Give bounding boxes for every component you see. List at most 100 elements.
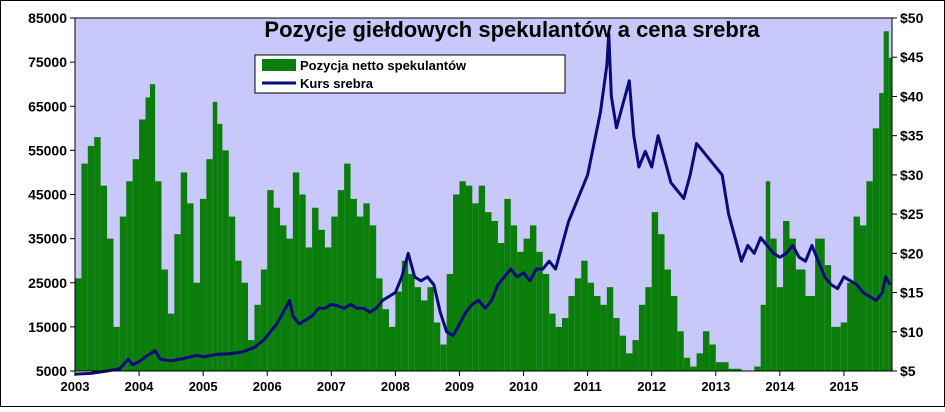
bar — [167, 313, 175, 371]
bar — [783, 220, 790, 371]
bar — [421, 300, 428, 371]
x-tick-label: 2014 — [765, 379, 795, 394]
bar — [126, 181, 133, 371]
bar — [510, 225, 518, 371]
bar — [193, 282, 200, 371]
bar — [260, 269, 268, 371]
silver-price-line — [74, 32, 892, 376]
bar — [81, 163, 88, 371]
bar — [401, 260, 409, 371]
bar — [728, 368, 742, 371]
right-tick-label: $30 — [900, 167, 924, 183]
bar — [145, 97, 150, 372]
x-axis: 2003 2004 2005 2006 2007 2008 2009 2010 2011 2012… — [61, 371, 858, 394]
bar — [555, 326, 562, 372]
right-tick-label: $45 — [900, 49, 924, 65]
bar — [318, 229, 325, 371]
bar — [805, 295, 816, 371]
bar — [94, 137, 101, 371]
bar — [161, 269, 168, 371]
bar — [174, 234, 181, 371]
bar — [248, 340, 255, 371]
legend-box — [254, 54, 566, 94]
bar — [465, 185, 473, 371]
bar — [754, 366, 761, 371]
left-tick-label: 15000 — [28, 319, 67, 335]
left-tick-label: 85000 — [28, 10, 67, 26]
bar — [440, 344, 447, 371]
x-tick-label: 2003 — [61, 379, 90, 394]
bar — [427, 287, 434, 371]
bar — [523, 238, 530, 372]
bar — [305, 247, 313, 371]
bar — [658, 234, 665, 371]
bar — [883, 31, 889, 372]
line-series-layer — [74, 32, 892, 376]
x-tick-label: 2005 — [189, 379, 218, 394]
bar — [139, 119, 146, 372]
bar — [254, 304, 261, 371]
bar — [770, 238, 777, 372]
bar — [344, 163, 351, 371]
bar — [613, 318, 620, 371]
bar — [155, 181, 162, 371]
bar — [100, 185, 108, 371]
bar — [107, 238, 114, 372]
right-tick-label: $35 — [900, 128, 924, 144]
bar — [840, 322, 848, 371]
x-tick-label: 2013 — [701, 379, 730, 394]
bar — [187, 203, 194, 371]
legend-label-bars: Pozycja netto spekulantów — [300, 58, 467, 73]
bar — [324, 247, 332, 371]
bar — [690, 366, 697, 371]
bar — [212, 101, 218, 371]
legend: Pozycja netto spekulantów Kurs srebra — [254, 54, 566, 94]
bar — [241, 282, 249, 371]
bar — [677, 331, 684, 371]
bar — [369, 225, 377, 371]
right-tick-label: $5 — [900, 363, 916, 379]
bar — [517, 251, 524, 371]
bar — [696, 353, 703, 371]
right-tick-label: $50 — [900, 10, 924, 26]
bar — [217, 123, 223, 372]
bar — [549, 313, 556, 371]
x-tick-label: 2012 — [637, 379, 666, 394]
x-tick-label: 2007 — [317, 379, 346, 394]
bar — [638, 304, 646, 371]
bar — [632, 340, 639, 371]
bar — [376, 278, 383, 371]
bar — [87, 145, 95, 371]
bar — [536, 251, 543, 371]
bar — [872, 128, 880, 371]
bar — [853, 216, 860, 371]
left-tick-label: 55000 — [28, 142, 67, 158]
bar — [331, 216, 338, 371]
bar — [594, 295, 601, 371]
x-tick-label: 2004 — [125, 379, 155, 394]
bar — [670, 295, 678, 371]
bar — [847, 282, 854, 371]
bar — [235, 260, 242, 371]
bar — [664, 269, 671, 371]
chart-title: Pozycje giełdowych spekulantów a cena sr… — [264, 17, 760, 42]
bar — [388, 326, 396, 372]
bar — [683, 357, 691, 371]
bar — [645, 287, 652, 371]
bar — [504, 198, 511, 371]
bar — [299, 194, 306, 371]
bar — [363, 203, 370, 371]
left-tick-label: 45000 — [28, 187, 67, 203]
x-tick-label: 2006 — [253, 379, 282, 394]
bar — [859, 225, 867, 371]
bar — [568, 295, 575, 371]
bar — [75, 278, 82, 371]
left-tick-label: 35000 — [28, 231, 67, 247]
left-tick-label: 5000 — [36, 363, 67, 379]
left-tick-label: 65000 — [28, 98, 67, 114]
bar — [760, 304, 766, 371]
x-tick-label: 2008 — [381, 379, 410, 394]
bar — [273, 207, 281, 371]
bar — [356, 216, 364, 371]
